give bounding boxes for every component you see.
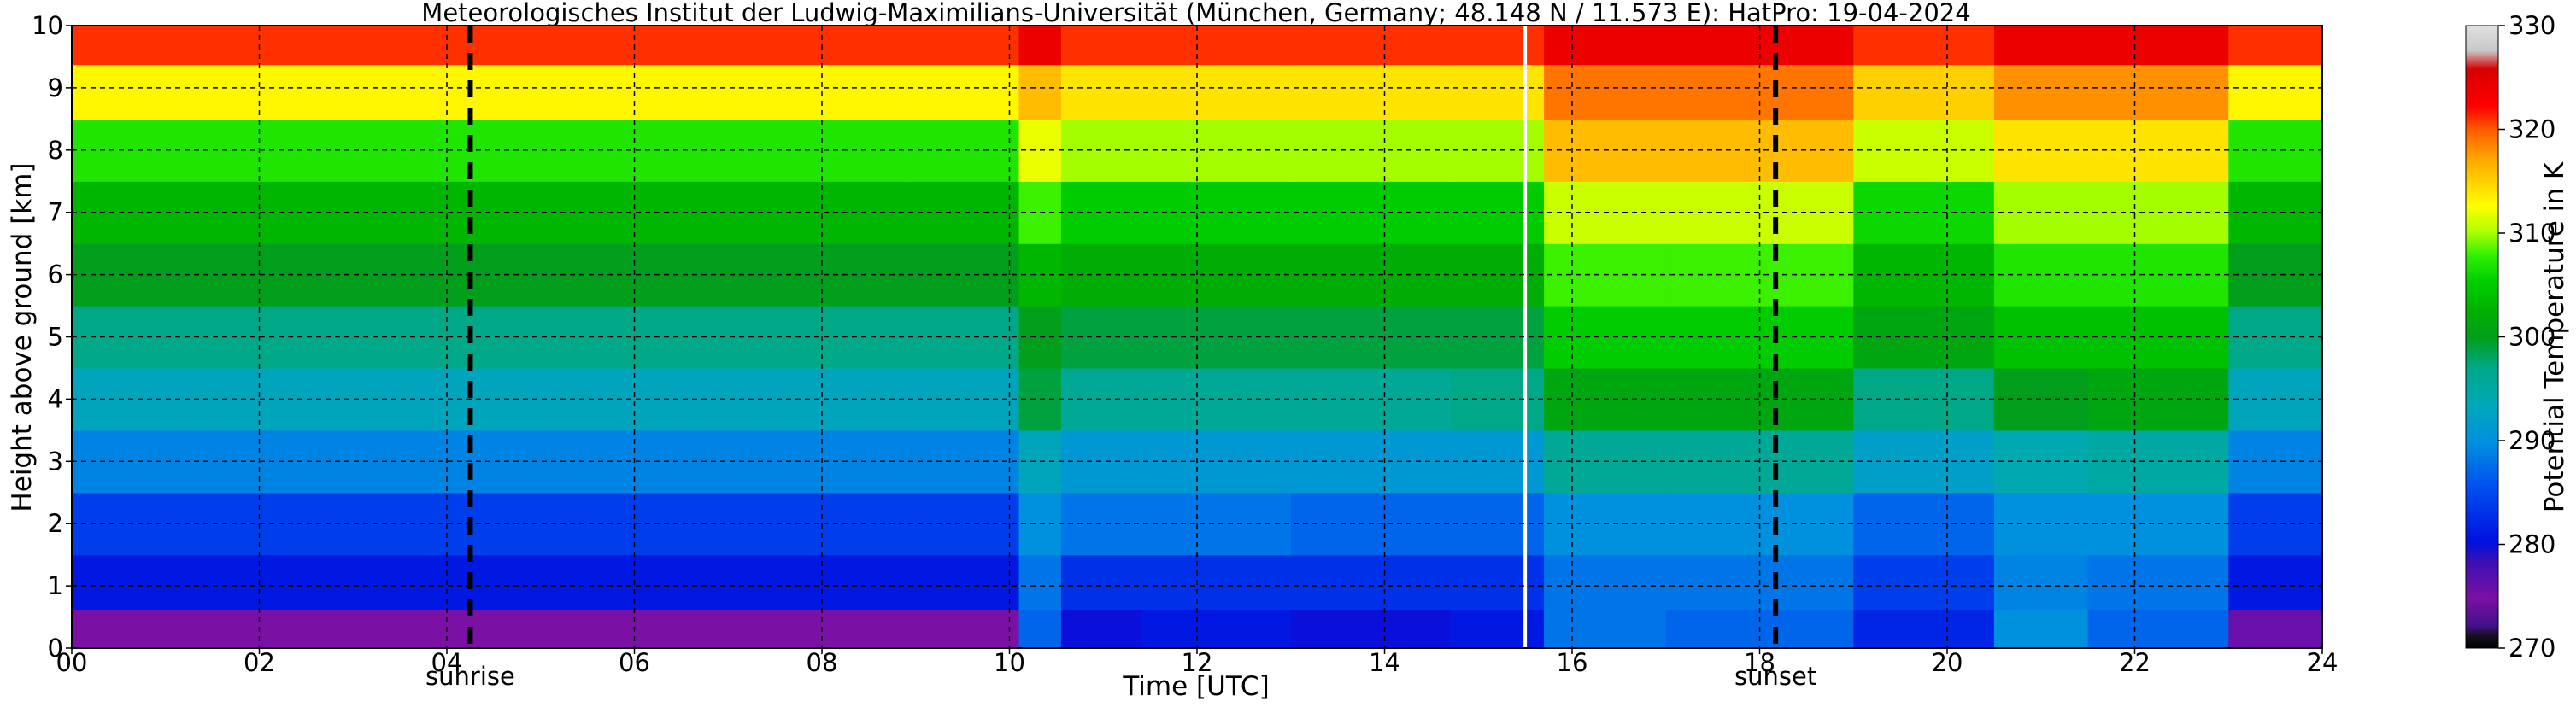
heatmap-cell bbox=[1544, 609, 1667, 648]
heatmap-cell bbox=[1290, 64, 1451, 120]
heatmap-cell bbox=[1290, 609, 1451, 648]
heatmap-cell bbox=[634, 26, 912, 66]
heatmap-cell bbox=[1853, 26, 1995, 66]
heatmap-cell bbox=[1141, 554, 1292, 610]
x-tick-label: 02 bbox=[244, 648, 275, 677]
heatmap-cell bbox=[1450, 609, 1545, 648]
colorbar-label: Potential Temperature in K bbox=[2539, 161, 2570, 512]
y-tick-label: 8 bbox=[48, 136, 63, 165]
heatmap-cell bbox=[72, 554, 261, 610]
x-tick-label: 04 bbox=[431, 648, 463, 677]
heatmap-cell bbox=[1993, 26, 2089, 66]
heatmap-cell bbox=[1290, 554, 1451, 610]
x-tick-labels: 00 02 04 06 08 10 12 14 16 18 20 22 24 bbox=[56, 648, 2338, 677]
y-tick-label: 6 bbox=[48, 260, 63, 289]
heatmap-cell bbox=[2228, 554, 2322, 610]
heatmap-cell bbox=[634, 64, 912, 120]
heatmap-cell bbox=[1060, 609, 1141, 648]
x-tick-label: 10 bbox=[994, 648, 1025, 677]
grid-lines bbox=[72, 26, 2322, 648]
colorbar bbox=[2465, 25, 2499, 649]
heatmap-cell bbox=[1853, 64, 1995, 120]
heatmap-cell bbox=[1993, 64, 2089, 120]
heatmap-cell bbox=[1018, 64, 1062, 120]
heatmap-cell bbox=[1544, 554, 1667, 610]
y-tick-label: 3 bbox=[48, 447, 63, 476]
y-tick-label: 9 bbox=[48, 73, 63, 102]
x-tick-label: 08 bbox=[807, 648, 838, 677]
heatmap-cell bbox=[1290, 26, 1451, 66]
y-tick-label: 1 bbox=[48, 571, 63, 600]
heatmap-cell bbox=[1141, 64, 1292, 120]
heatmap-cell bbox=[1853, 554, 1995, 610]
x-tick-label: 00 bbox=[56, 648, 88, 677]
heatmap-cell bbox=[1060, 554, 1141, 610]
heatmap-cell bbox=[1450, 26, 1545, 66]
colorbar-tick-label: 320 bbox=[2509, 115, 2555, 144]
heatmap-cell bbox=[72, 64, 261, 120]
heatmap-cell bbox=[1018, 26, 1062, 66]
colorbar-tick-label: 300 bbox=[2509, 323, 2555, 352]
y-tick-label: 7 bbox=[48, 198, 63, 227]
heatmap-cell bbox=[1141, 609, 1292, 648]
y-tick-label: 4 bbox=[48, 384, 63, 413]
x-tick-label: 22 bbox=[2119, 648, 2151, 677]
heatmap-cell bbox=[1018, 554, 1062, 610]
event-lines: sunrise sunset bbox=[425, 26, 1816, 691]
x-tick-label: 12 bbox=[1182, 648, 1213, 677]
y-tick-labels: 0 1 2 3 4 5 6 7 8 9 10 bbox=[32, 11, 72, 663]
x-tick-label: 24 bbox=[2307, 648, 2338, 677]
heatmap-cell bbox=[911, 554, 1020, 610]
heatmap-cell bbox=[2087, 64, 2229, 120]
heatmap-cell bbox=[911, 609, 1020, 648]
chart-title: Meteorologisches Institut der Ludwig-Max… bbox=[421, 0, 1970, 27]
heatmap-cell bbox=[1450, 64, 1545, 120]
heatmap-cell bbox=[1018, 609, 1062, 648]
colorbar-tick-label: 310 bbox=[2509, 219, 2555, 248]
event-label-sunset: sunset bbox=[1734, 662, 1816, 691]
x-tick-label: 14 bbox=[1369, 648, 1400, 677]
heatmap-cell bbox=[72, 609, 261, 648]
heatmap-cell bbox=[911, 26, 1020, 66]
heatmap-cell bbox=[1450, 554, 1545, 610]
y-tick-label: 5 bbox=[48, 323, 63, 352]
heatmap-cell bbox=[1060, 64, 1141, 120]
x-tick-label: 18 bbox=[1744, 648, 1775, 677]
heatmap-cell bbox=[634, 609, 912, 648]
heatmap-cell bbox=[634, 554, 912, 610]
heatmap-cell bbox=[911, 64, 1020, 120]
heatmap-cell bbox=[1853, 609, 1995, 648]
heatmap-cell bbox=[2228, 64, 2322, 120]
colorbar-tick-label: 290 bbox=[2509, 426, 2555, 455]
heatmap-cell bbox=[1993, 609, 2089, 648]
heatmap-cell bbox=[1141, 26, 1292, 66]
heatmap-cell bbox=[1544, 26, 1667, 66]
x-tick-label: 20 bbox=[1932, 648, 1963, 677]
heatmap-cell bbox=[2087, 554, 2229, 610]
x-tick-label: 06 bbox=[619, 648, 650, 677]
y-tick-label: 10 bbox=[32, 11, 63, 40]
heatmap-cell bbox=[2228, 26, 2322, 66]
heatmap-cell bbox=[2087, 609, 2229, 648]
colorbar-tick-label: 330 bbox=[2509, 11, 2555, 40]
heatmap-cell bbox=[2087, 26, 2229, 66]
y-axis-label: Height above ground [km] bbox=[7, 162, 38, 511]
colorbar-tick-label: 280 bbox=[2509, 530, 2555, 559]
colorbar-tick-label: 270 bbox=[2509, 634, 2555, 663]
colorbar-ticks: 270 280 290 300 310 320 330 bbox=[2498, 11, 2555, 663]
y-tick-label: 0 bbox=[48, 634, 63, 663]
x-tick-label: 16 bbox=[1557, 648, 1588, 677]
heatmap-cell bbox=[2228, 609, 2322, 648]
heatmap-cell bbox=[1544, 64, 1667, 120]
heatmap-cell bbox=[1060, 26, 1141, 66]
heatmap-cell bbox=[72, 26, 261, 66]
heatmap-cell bbox=[1993, 554, 2089, 610]
x-axis-label: Time [UTC] bbox=[1122, 671, 1269, 702]
y-tick-label: 2 bbox=[48, 509, 63, 538]
event-label-sunrise: sunrise bbox=[425, 662, 515, 691]
